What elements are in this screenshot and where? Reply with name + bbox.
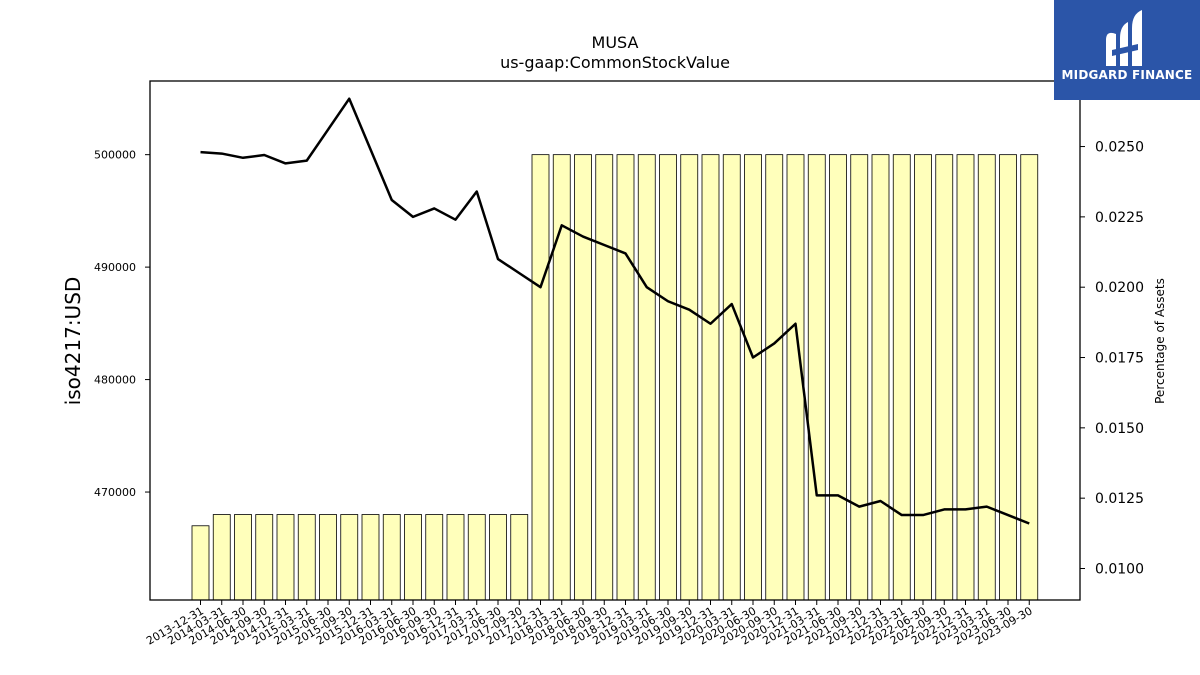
bar — [914, 154, 932, 601]
y2-axis-label: Percentage of Assets — [1153, 278, 1167, 404]
y-tick-label: 500000 — [94, 149, 136, 162]
y-tick-label: 490000 — [94, 261, 136, 274]
y-tick-label: 470000 — [94, 486, 136, 499]
y2-tick-label: 0.0250 — [1095, 140, 1144, 156]
bar — [1020, 154, 1039, 601]
bar — [276, 514, 295, 601]
y-axis-label: iso4217:USD — [61, 277, 85, 406]
bar — [850, 154, 869, 601]
bar — [361, 514, 380, 601]
bar — [999, 154, 1017, 601]
chart-title: MUSA — [592, 33, 639, 52]
bar — [892, 154, 911, 601]
bar — [382, 514, 401, 601]
bar — [637, 154, 656, 601]
bar — [425, 514, 444, 601]
bar — [595, 154, 614, 601]
y2-tick-label: 0.0150 — [1095, 421, 1144, 437]
bar — [234, 514, 252, 601]
bar — [574, 154, 592, 601]
bar — [807, 154, 826, 601]
bar — [404, 514, 422, 601]
y2-tick-label: 0.0200 — [1095, 280, 1144, 296]
bar — [744, 154, 762, 601]
bar — [871, 154, 890, 601]
bar — [552, 154, 571, 601]
percentage-line — [200, 97, 1030, 525]
bar — [977, 154, 996, 601]
logo-panel: MIDGARD FINANCE — [1054, 0, 1200, 100]
y-tick-label: 480000 — [94, 374, 136, 387]
bar — [212, 514, 231, 601]
logo-text: MIDGARD FINANCE — [1061, 68, 1193, 82]
plot-frame — [149, 80, 1081, 601]
bar — [722, 154, 741, 601]
y2-tick-label: 0.0125 — [1095, 491, 1144, 507]
midgard-finance-logo-icon — [1106, 10, 1142, 66]
bar — [467, 514, 486, 601]
y2-tick-label: 0.0175 — [1095, 351, 1144, 367]
bar — [616, 154, 635, 601]
bar — [935, 154, 954, 601]
bar — [191, 525, 210, 601]
bar — [531, 154, 550, 601]
bar — [659, 154, 677, 601]
chart-subtitle: us-gaap:CommonStockValue — [500, 53, 730, 72]
bar — [489, 514, 507, 601]
bar — [765, 154, 784, 601]
bar — [340, 514, 359, 601]
bar — [829, 154, 847, 601]
bar — [297, 514, 316, 601]
bar — [255, 514, 274, 601]
y2-tick-label: 0.0225 — [1095, 210, 1144, 226]
bar — [680, 154, 699, 601]
bar — [446, 514, 465, 601]
bar — [701, 154, 720, 601]
bar — [956, 154, 975, 601]
bar — [319, 514, 337, 601]
y2-tick-label: 0.0100 — [1095, 561, 1144, 577]
bar — [510, 514, 529, 601]
